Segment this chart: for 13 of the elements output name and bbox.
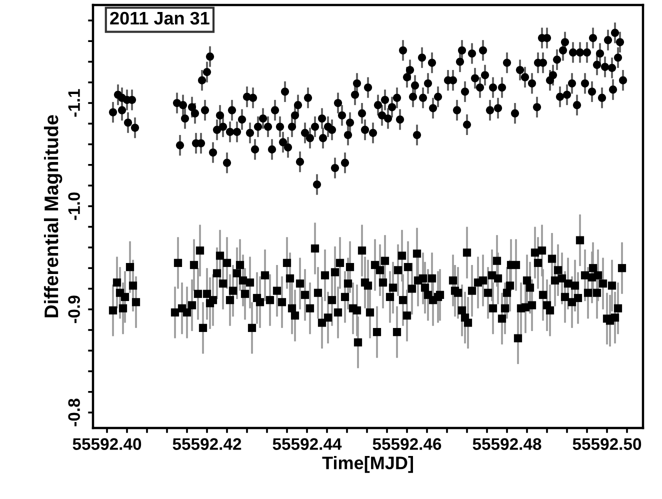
x-tick-label: 55592.42 [172,438,242,450]
y-tick-label: -0.8 [68,398,80,426]
x-tick-label: 55592.50 [572,438,642,450]
x-tick-label: 55592.46 [372,438,442,450]
y-tick-label: -1.1 [68,89,80,117]
y-axis-title: Differential Magnitude [44,115,62,318]
x-tick-label: 55592.48 [472,438,542,450]
x-axis-title: Time[MJD] [322,456,413,473]
x-tick-label: 55592.44 [272,438,342,450]
x-tick-label: 55592.40 [72,438,142,450]
y-tick-label: -1.0 [68,192,80,220]
y-tick-label: -0.9 [68,296,80,324]
annotation: 2011 Jan 31 [110,12,210,25]
